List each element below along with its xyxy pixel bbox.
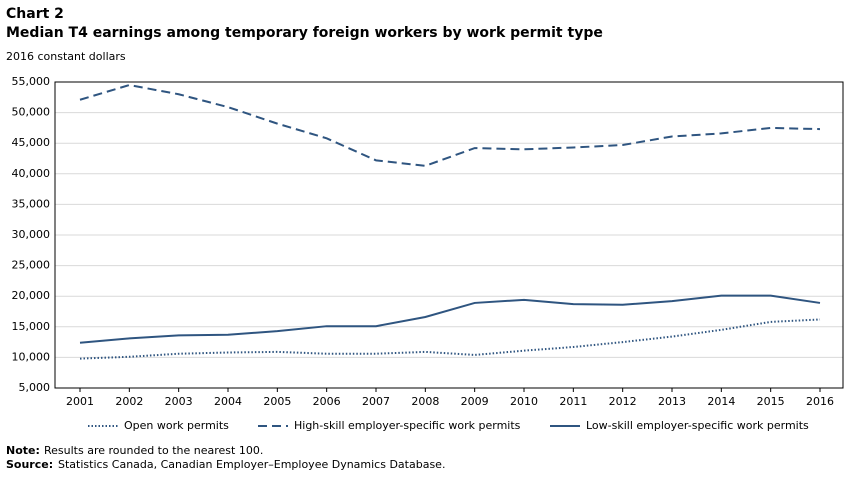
x-tick-label: 2010 xyxy=(510,395,538,408)
x-tick-label: 2014 xyxy=(707,395,735,408)
x-tick-label: 2016 xyxy=(806,395,834,408)
y-tick-label: 30,000 xyxy=(12,228,51,241)
x-tick-label: 2001 xyxy=(66,395,94,408)
chart-title: Median T4 earnings among temporary forei… xyxy=(6,25,603,41)
series-line xyxy=(79,318,821,360)
x-tick-label: 2009 xyxy=(461,395,489,408)
y-tick-label: 10,000 xyxy=(12,350,51,363)
x-tick-label: 2008 xyxy=(411,395,439,408)
series-line xyxy=(79,84,821,167)
plot-border xyxy=(54,81,844,389)
source: Statistics Canada, Canadian Employer–Emp… xyxy=(58,458,445,471)
chart-heading: Chart 2 xyxy=(6,6,64,22)
x-tick-label: 2003 xyxy=(165,395,193,408)
x-tick-label: 2011 xyxy=(559,395,587,408)
note: Results are rounded to the nearest 100. xyxy=(44,444,263,457)
y-tick-label: 35,000 xyxy=(12,197,51,210)
series-line xyxy=(79,294,821,344)
y-tick-label: 25,000 xyxy=(12,259,51,272)
y-tick-label: 20,000 xyxy=(12,289,51,302)
legend-label: High-skill employer-specific work permit… xyxy=(294,419,521,432)
x-tick-label: 2002 xyxy=(115,395,143,408)
x-tick-label: 2013 xyxy=(658,395,686,408)
x-tick-label: 2004 xyxy=(214,395,242,408)
x-tick-label: 2006 xyxy=(313,395,341,408)
y-tick-label: 40,000 xyxy=(12,167,51,180)
x-tick-label: 2015 xyxy=(757,395,785,408)
y-tick-label: 50,000 xyxy=(12,106,51,119)
legend-label: Open work permits xyxy=(124,419,229,432)
y-tick-label: 5,000 xyxy=(19,381,51,394)
x-tick-label: 2012 xyxy=(609,395,637,408)
x-tick-label: 2005 xyxy=(263,395,291,408)
y-tick-label: 45,000 xyxy=(12,136,51,149)
x-tick-label: 2007 xyxy=(362,395,390,408)
y-tick-label: 15,000 xyxy=(12,320,51,333)
chart-subtitle: 2016 constant dollars xyxy=(6,50,126,63)
note-label: Note: xyxy=(6,444,40,457)
legend-label: Low-skill employer-specific work permits xyxy=(586,419,809,432)
source-label: Source: xyxy=(6,458,53,471)
y-tick-label: 55,000 xyxy=(12,75,51,88)
